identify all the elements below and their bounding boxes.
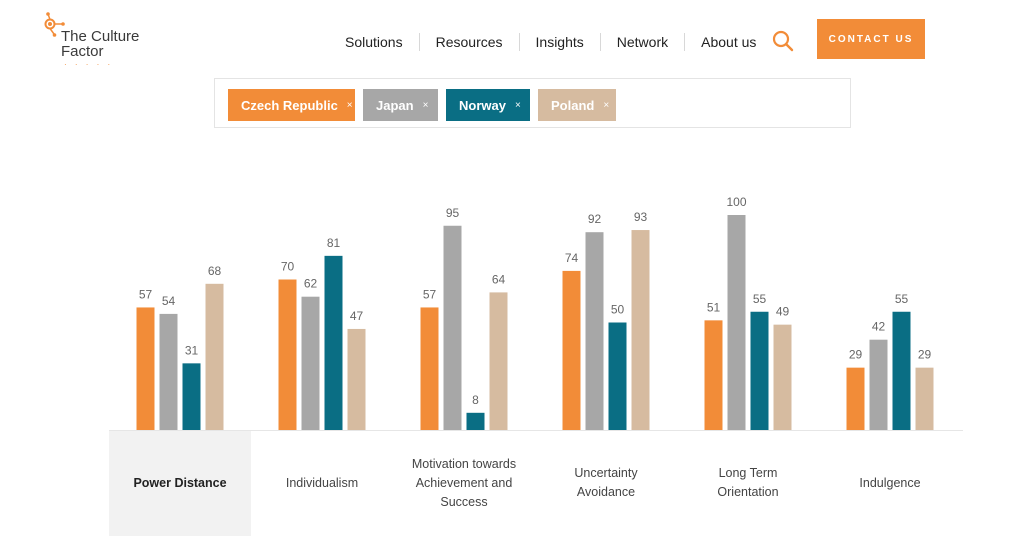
- bar-power-distance-czech-republic: [136, 307, 155, 430]
- data-label-long-term-orientation-norway: 55: [753, 292, 767, 306]
- filter-chip-czech-republic[interactable]: Czech Republic ×: [228, 89, 355, 121]
- data-label-indulgence-czech-republic: 29: [849, 348, 863, 362]
- chip-label: Poland: [551, 97, 595, 113]
- bar-indulgence-japan: [869, 339, 888, 430]
- data-label-motivation-towards-achievement-and-success-japan: 95: [446, 206, 460, 220]
- logo-line-1: The Culture: [61, 28, 140, 45]
- selected-category-highlight: [109, 430, 251, 536]
- nav-divider: [518, 33, 520, 51]
- nav-divider: [684, 33, 686, 51]
- category-label: Long Term Orientation: [717, 466, 779, 499]
- category-uncertainty-avoidance[interactable]: Uncertainty Avoidance: [535, 430, 677, 536]
- bar-long-term-orientation-poland: [773, 324, 792, 430]
- category-long-term-orientation[interactable]: Long Term Orientation: [677, 430, 819, 536]
- bar-long-term-orientation-czech-republic: [704, 320, 723, 430]
- bar-long-term-orientation-norway: [750, 311, 769, 430]
- bar-uncertainty-avoidance-japan: [585, 232, 604, 430]
- data-label-individualism-japan: 62: [304, 277, 318, 291]
- bar-indulgence-norway: [892, 311, 911, 430]
- category-label: Indulgence: [859, 475, 921, 490]
- category-label: Motivation towards Achievement and Succe…: [411, 456, 517, 509]
- molecule-icon: [44, 12, 65, 37]
- data-label-individualism-norway: 81: [327, 236, 341, 250]
- data-label-individualism-poland: 47: [350, 309, 364, 323]
- category-indulgence[interactable]: Indulgence: [819, 430, 961, 536]
- bar-power-distance-japan: [159, 313, 178, 430]
- search-icon[interactable]: [771, 29, 795, 53]
- country-filter-bar: Czech Republic × Japan × Norway × Poland…: [214, 78, 851, 128]
- data-label-power-distance-czech-republic: 57: [139, 287, 153, 301]
- bar-individualism-norway: [324, 255, 343, 430]
- category-power-distance[interactable]: Power Distance: [109, 430, 251, 536]
- category-individualism[interactable]: Individualism: [251, 430, 393, 536]
- logo[interactable]: The Culture Factor · · · · ·: [44, 12, 154, 69]
- data-label-long-term-orientation-poland: 49: [776, 305, 790, 319]
- remove-icon[interactable]: ×: [603, 99, 610, 111]
- remove-icon[interactable]: ×: [346, 99, 353, 111]
- data-label-motivation-towards-achievement-and-success-poland: 64: [492, 272, 506, 286]
- bar-indulgence-czech-republic: [846, 367, 865, 430]
- bar-individualism-czech-republic: [278, 279, 297, 430]
- nav-solutions[interactable]: Solutions: [345, 34, 403, 50]
- nav-about-us[interactable]: About us: [701, 34, 757, 50]
- bar-individualism-japan: [301, 296, 320, 430]
- category-label: Individualism: [285, 475, 359, 490]
- chip-label: Czech Republic: [241, 97, 338, 113]
- data-label-uncertainty-avoidance-norway: 50: [611, 303, 625, 317]
- filter-chip-norway[interactable]: Norway ×: [446, 89, 530, 121]
- nav-divider: [599, 33, 601, 51]
- data-label-indulgence-norway: 55: [895, 292, 909, 306]
- nav-divider: [418, 33, 420, 51]
- remove-icon[interactable]: ×: [514, 99, 521, 111]
- filter-chip-poland[interactable]: Poland ×: [538, 89, 616, 121]
- data-label-individualism-czech-republic: 70: [281, 260, 295, 274]
- data-label-motivation-towards-achievement-and-success-czech-republic: 57: [423, 287, 437, 301]
- data-label-power-distance-japan: 54: [162, 294, 176, 308]
- bar-uncertainty-avoidance-norway: [608, 322, 627, 430]
- bar-individualism-poland: [347, 328, 366, 430]
- bar-indulgence-poland: [915, 367, 934, 430]
- category-label: Power Distance: [133, 475, 227, 490]
- chip-label: Japan: [376, 97, 414, 113]
- filter-chip-japan[interactable]: Japan ×: [363, 89, 438, 121]
- data-label-long-term-orientation-japan: 100: [726, 195, 746, 209]
- bar-power-distance-poland: [205, 283, 224, 430]
- data-label-uncertainty-avoidance-poland: 93: [634, 210, 648, 224]
- bar-motivation-towards-achievement-and-success-norway: [466, 412, 485, 430]
- data-label-power-distance-poland: 68: [208, 264, 222, 278]
- data-label-uncertainty-avoidance-czech-republic: 74: [565, 251, 579, 265]
- bar-motivation-towards-achievement-and-success-poland: [489, 292, 508, 430]
- logo-wordmark: The Culture Factor: [61, 29, 139, 59]
- category-motivation[interactable]: Motivation towards Achievement and Succe…: [393, 430, 535, 536]
- bar-motivation-towards-achievement-and-success-japan: [443, 225, 462, 430]
- data-label-motivation-towards-achievement-and-success-norway: 8: [472, 393, 479, 407]
- data-label-indulgence-japan: 42: [872, 320, 886, 334]
- main-nav: Solutions Resources Insights Network Abo…: [329, 33, 772, 51]
- logo-underline-dots: · · · · ·: [64, 60, 114, 69]
- nav-resources[interactable]: Resources: [435, 34, 503, 50]
- bar-power-distance-norway: [182, 363, 201, 430]
- contact-us-button[interactable]: CONTACT US: [817, 19, 925, 59]
- nav-network[interactable]: Network: [616, 34, 669, 50]
- data-label-indulgence-poland: 29: [918, 348, 932, 362]
- nav-insights[interactable]: Insights: [535, 34, 584, 50]
- remove-icon[interactable]: ×: [422, 99, 429, 111]
- bar-long-term-orientation-japan: [727, 215, 746, 430]
- bar-uncertainty-avoidance-poland: [631, 230, 650, 430]
- logo-line-2: Factor: [61, 43, 104, 60]
- site-header: The Culture Factor · · · · · Solutions R…: [0, 0, 1024, 78]
- bar-motivation-towards-achievement-and-success-czech-republic: [420, 307, 439, 430]
- data-label-uncertainty-avoidance-japan: 92: [588, 212, 602, 226]
- category-label: Uncertainty Avoidance: [574, 466, 638, 499]
- data-label-power-distance-norway: 31: [185, 343, 199, 357]
- bar-uncertainty-avoidance-czech-republic: [562, 270, 581, 430]
- chip-label: Norway: [459, 97, 506, 113]
- data-label-long-term-orientation-czech-republic: 51: [707, 300, 721, 314]
